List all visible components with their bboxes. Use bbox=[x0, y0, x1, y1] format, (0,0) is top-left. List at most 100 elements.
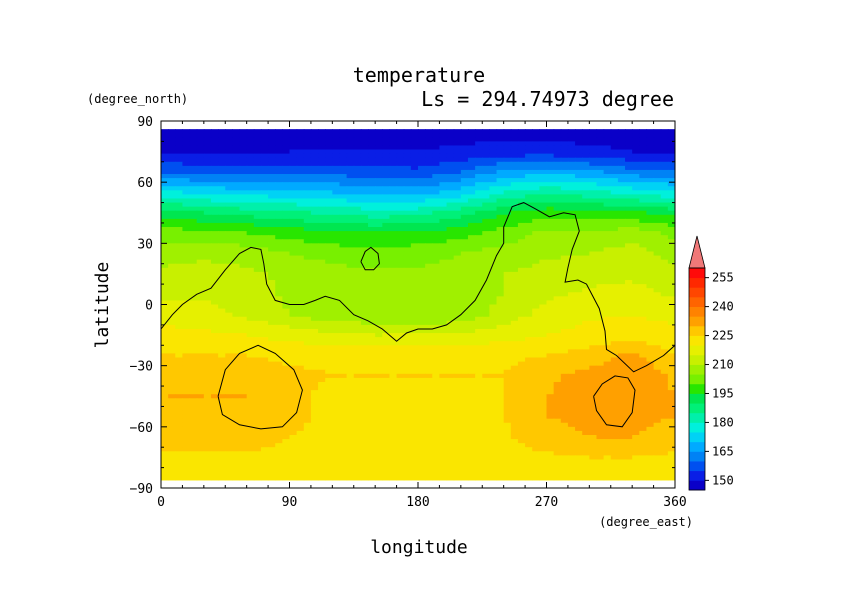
field-cell bbox=[489, 206, 498, 212]
field-cell bbox=[596, 198, 605, 204]
field-cell bbox=[332, 349, 341, 355]
field-cell bbox=[489, 288, 498, 293]
field-cell bbox=[232, 129, 241, 134]
field-cell bbox=[175, 280, 184, 285]
field-cell bbox=[603, 390, 612, 395]
field-cell bbox=[653, 174, 662, 179]
field-cell bbox=[332, 153, 341, 159]
field-cell bbox=[489, 153, 498, 159]
field-cell bbox=[653, 178, 662, 183]
field-cell bbox=[232, 231, 241, 236]
field-cell bbox=[453, 300, 462, 306]
field-cell bbox=[310, 186, 319, 191]
field-cell bbox=[575, 190, 583, 195]
field-cell bbox=[232, 349, 241, 355]
field-cell bbox=[517, 373, 526, 379]
field-cell bbox=[596, 174, 605, 179]
field-cell bbox=[446, 341, 455, 346]
field-cell bbox=[375, 365, 383, 371]
field-cell bbox=[575, 267, 583, 273]
field-cell bbox=[339, 169, 348, 175]
field-cell bbox=[253, 377, 262, 383]
field-cell bbox=[525, 386, 533, 391]
field-cell bbox=[210, 194, 219, 200]
field-cell bbox=[353, 390, 362, 395]
field-cell bbox=[246, 243, 255, 249]
field-cell bbox=[310, 137, 319, 142]
field-cell bbox=[432, 235, 441, 240]
field-cell bbox=[246, 410, 255, 416]
field-cell bbox=[418, 320, 426, 326]
field-cell bbox=[260, 406, 269, 412]
field-cell bbox=[539, 137, 548, 142]
field-cell bbox=[318, 386, 326, 391]
field-cell bbox=[375, 271, 383, 277]
field-cell bbox=[289, 267, 298, 273]
field-cell bbox=[189, 296, 198, 302]
field-cell bbox=[496, 328, 505, 334]
field-cell bbox=[603, 251, 612, 257]
field-cell bbox=[453, 349, 462, 355]
field-cell bbox=[325, 390, 333, 395]
field-cell bbox=[589, 222, 598, 228]
field-cell bbox=[332, 149, 341, 155]
field-cell bbox=[432, 263, 441, 269]
field-cell bbox=[575, 296, 583, 302]
field-cell bbox=[253, 300, 262, 306]
field-cell bbox=[189, 390, 198, 395]
field-cell bbox=[489, 235, 498, 240]
field-cell bbox=[660, 198, 669, 204]
field-cell bbox=[460, 186, 469, 191]
field-cell bbox=[282, 337, 291, 342]
field-cell bbox=[425, 231, 433, 236]
field-cell bbox=[460, 398, 469, 403]
field-cell bbox=[510, 190, 519, 195]
field-cell bbox=[567, 263, 576, 269]
field-cell bbox=[161, 161, 169, 167]
field-cell bbox=[318, 153, 326, 159]
field-cell bbox=[467, 353, 476, 359]
field-cell bbox=[582, 259, 590, 265]
field-cell bbox=[603, 133, 612, 138]
field-cell bbox=[517, 210, 526, 216]
field-cell bbox=[510, 377, 519, 383]
field-cell bbox=[667, 271, 675, 277]
field-cell bbox=[239, 255, 248, 261]
field-cell bbox=[282, 218, 291, 224]
field-cell bbox=[510, 406, 519, 412]
field-cell bbox=[432, 129, 441, 134]
field-cell bbox=[353, 312, 362, 318]
field-cell bbox=[517, 288, 526, 293]
field-cell bbox=[232, 345, 241, 350]
field-cell bbox=[467, 377, 476, 383]
field-cell bbox=[353, 206, 362, 212]
field-cell bbox=[467, 312, 476, 318]
field-cell bbox=[161, 222, 169, 228]
field-cell bbox=[239, 320, 248, 326]
field-cell bbox=[610, 275, 619, 281]
field-cell bbox=[446, 406, 455, 412]
field-cell bbox=[346, 394, 355, 399]
field-cell bbox=[410, 178, 419, 183]
field-cell bbox=[346, 231, 355, 236]
field-cell bbox=[639, 275, 648, 281]
field-cell bbox=[660, 129, 669, 134]
field-cell bbox=[539, 349, 548, 355]
field-cell bbox=[546, 377, 555, 383]
field-cell bbox=[168, 288, 176, 293]
field-cell bbox=[567, 227, 576, 232]
field-cell bbox=[489, 263, 498, 269]
field-cell bbox=[575, 349, 583, 355]
field-cell bbox=[225, 210, 233, 216]
field-cell bbox=[360, 161, 369, 167]
field-cell bbox=[489, 202, 498, 208]
field-cell bbox=[339, 288, 348, 293]
field-cell bbox=[439, 202, 448, 208]
field-cell bbox=[182, 410, 191, 416]
field-cell bbox=[175, 251, 184, 257]
field-cell bbox=[467, 373, 476, 379]
field-cell bbox=[660, 353, 669, 359]
field-cell bbox=[396, 235, 405, 240]
field-cell bbox=[339, 133, 348, 138]
field-cell bbox=[617, 194, 626, 200]
